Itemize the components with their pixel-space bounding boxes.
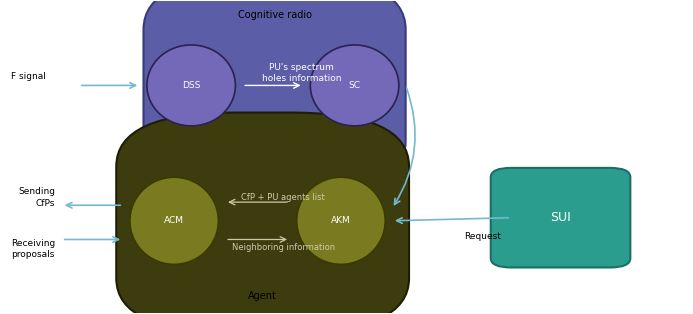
FancyBboxPatch shape — [116, 112, 409, 314]
Text: Request: Request — [464, 232, 501, 241]
FancyBboxPatch shape — [491, 168, 631, 268]
FancyBboxPatch shape — [143, 0, 405, 195]
Text: SUI: SUI — [550, 211, 571, 224]
Text: Agent: Agent — [248, 291, 277, 301]
Text: AKM: AKM — [331, 216, 351, 225]
Text: DSS: DSS — [182, 81, 200, 90]
Ellipse shape — [310, 45, 399, 126]
Text: Cognitive radio: Cognitive radio — [238, 10, 312, 20]
Ellipse shape — [297, 177, 385, 264]
Ellipse shape — [130, 177, 218, 264]
Text: ACM: ACM — [164, 216, 184, 225]
Text: CfP + PU agents list: CfP + PU agents list — [241, 193, 325, 202]
Ellipse shape — [147, 45, 236, 126]
Text: Neighboring information: Neighboring information — [231, 242, 335, 252]
Text: Receiving
proposals: Receiving proposals — [10, 239, 55, 259]
Text: F signal: F signal — [10, 72, 46, 81]
Text: PU's spectrum
holes information: PU's spectrum holes information — [262, 62, 342, 84]
Text: Sending
CfPs: Sending CfPs — [18, 187, 55, 208]
Text: SC: SC — [349, 81, 360, 90]
